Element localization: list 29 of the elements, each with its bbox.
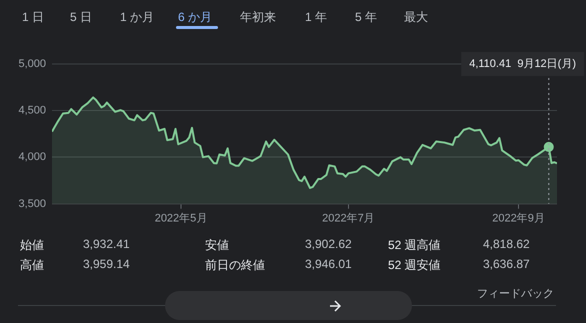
text: 1 年	[305, 9, 328, 26]
text: 最大	[404, 9, 428, 26]
x-tick-label: 2022年7月	[322, 212, 375, 224]
y-tick-label: 4,000	[18, 151, 46, 164]
text: 1 か月	[120, 9, 154, 26]
text: 5 日	[70, 9, 92, 26]
text: 3,636.87	[483, 257, 530, 271]
annotation: 4,110.41 9月12日(月)	[469, 58, 576, 70]
text: 年初来	[240, 9, 276, 26]
text: 3,902.62	[305, 237, 352, 251]
text: フィードバック	[477, 287, 554, 301]
y-tick-label: 5,000	[18, 58, 46, 70]
text: 高値	[20, 257, 44, 274]
y-tick-label: 4,500	[18, 104, 46, 117]
text: 3,932.41	[83, 237, 130, 251]
text: 3,946.01	[305, 257, 352, 271]
text: 52 週安値	[388, 257, 441, 274]
text: 6 か月	[178, 9, 212, 26]
text: 前日の終値	[205, 257, 265, 274]
x-tick-label: 2022年5月	[154, 212, 208, 224]
text: 52 週高値	[388, 237, 441, 254]
text: 1 日	[22, 9, 44, 26]
text: 5 年	[355, 9, 378, 26]
y-tick-label: 3,500	[18, 198, 46, 210]
text: 安値	[205, 237, 229, 254]
text: 始値	[20, 237, 44, 254]
x-tick-label: 2022年9月	[492, 212, 545, 224]
text: 4,818.62	[483, 237, 530, 251]
text: 3,959.14	[83, 257, 130, 271]
